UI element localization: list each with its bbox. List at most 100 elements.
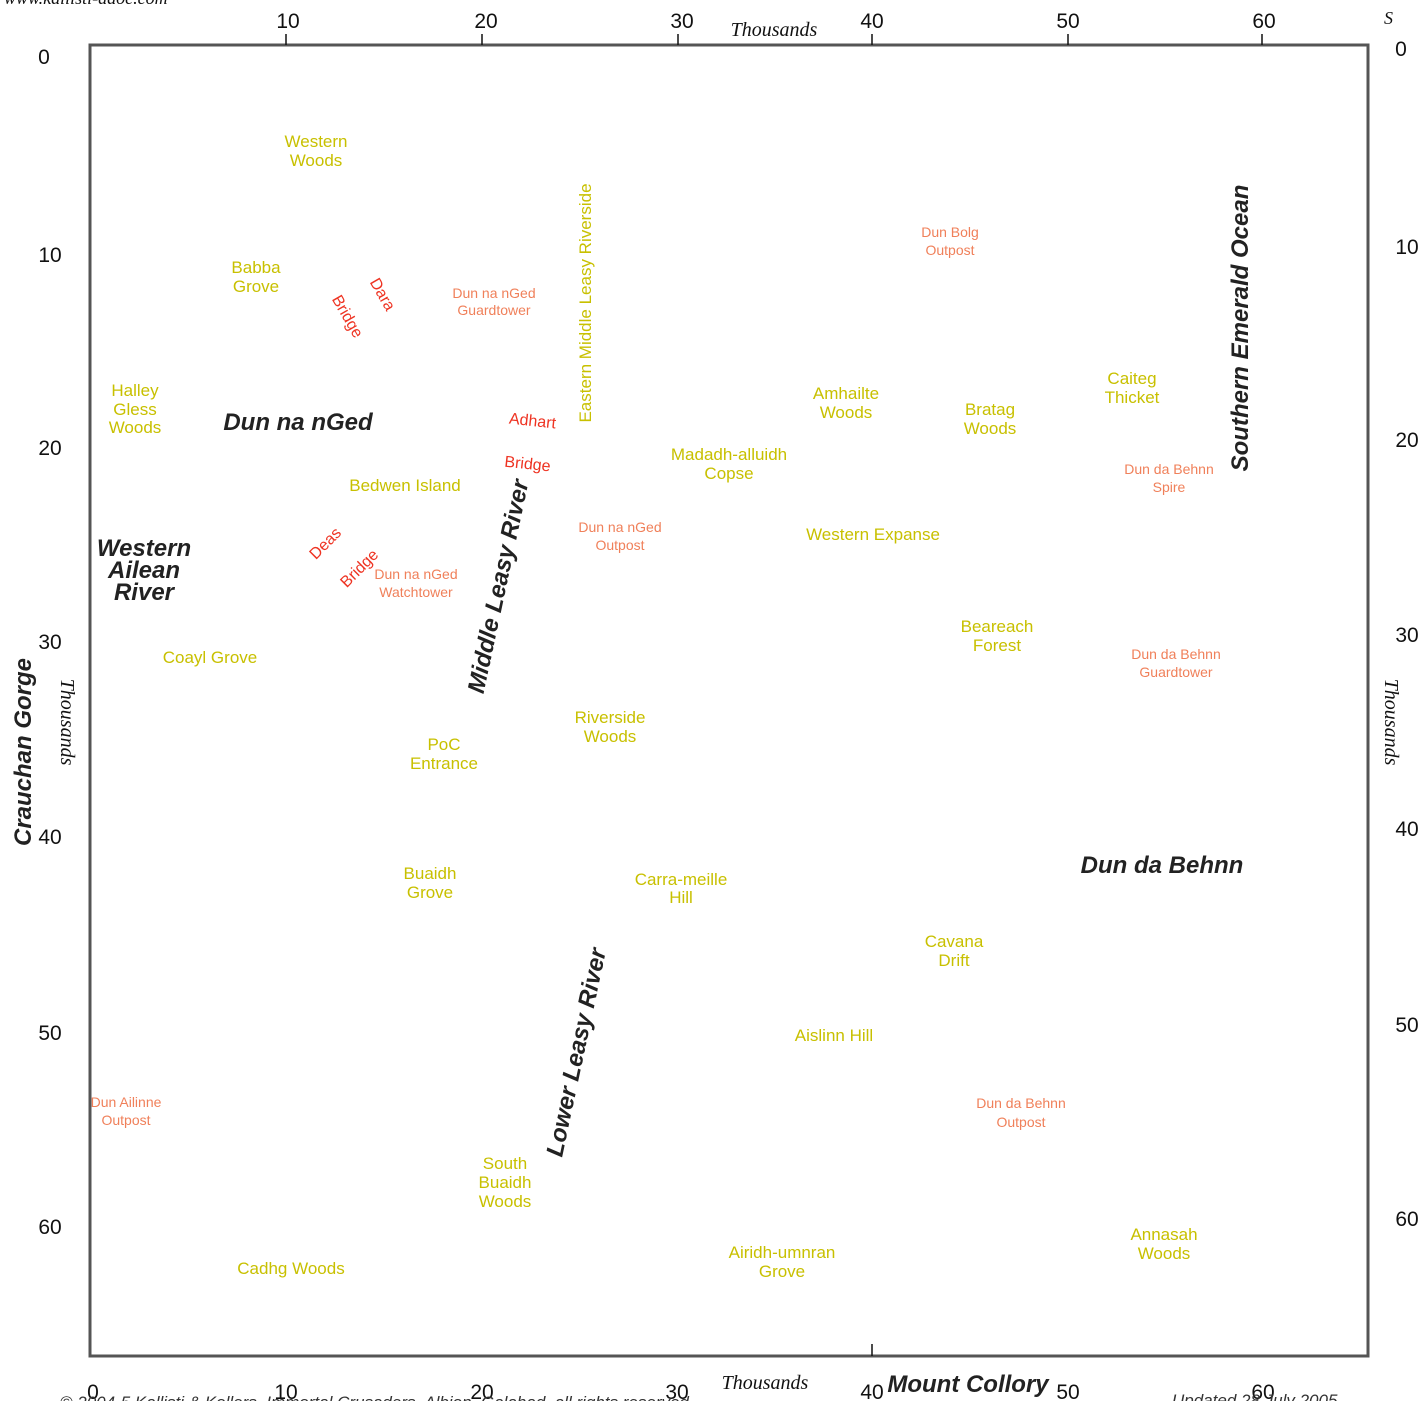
location-western-woods: Western Woods: [285, 132, 348, 170]
keep-label-line: Dun Bolg: [921, 224, 979, 240]
location-label-line: Buaidh: [479, 1173, 532, 1192]
right-axis-unit: Thousands: [1380, 679, 1402, 766]
keep-label-line: Watchtower: [379, 584, 453, 600]
keep-label-line: Outpost: [925, 242, 974, 258]
location-label-line: Carra-meille: [635, 870, 728, 889]
location-label-line: Woods: [820, 403, 873, 422]
location-halley-gless-woods: Halley Gless Woods: [109, 381, 162, 437]
bridge-dara-name: Dara: [366, 275, 398, 314]
river-western-ailean: Western Ailean River: [97, 535, 191, 606]
corner-mark: S: [1384, 8, 1393, 28]
location-label-line: Grove: [407, 883, 453, 902]
keep-dun-na-nged-outpost: Dun na nGed Outpost: [578, 519, 661, 553]
bottom-tick-label: 40: [860, 1381, 883, 1401]
location-carra-meille-hill: Carra-meille Hill: [635, 870, 728, 907]
location-label-line: Beareach: [961, 617, 1034, 636]
top-tick-label: 60: [1252, 10, 1275, 33]
copyright-notice: © 2004-5 Kallisti & Kollers, Immortal Cr…: [60, 1393, 689, 1401]
location-label-line: Cavana: [925, 932, 984, 951]
top-tick-label: 50: [1056, 10, 1079, 33]
keep-dun-bolg-outpost: Dun Bolg Outpost: [921, 224, 979, 258]
keep-dun-da-behnn-guardtower: Dun da Behnn Guardtower: [1131, 646, 1221, 680]
location-label-line: Woods: [109, 418, 162, 437]
location-babba-grove: Babba Grove: [231, 258, 281, 296]
region-dun-da-behnn: Dun da Behnn: [1081, 852, 1244, 879]
location-caiteg-thicket: Caiteg Thicket: [1105, 369, 1160, 407]
location-label-line: Halley: [111, 381, 159, 400]
location-label-line: Woods: [1138, 1244, 1191, 1263]
keep-label-line: Dun da Behnn: [976, 1095, 1066, 1111]
bridge-deas-name: Deas: [307, 525, 345, 563]
location-label-line: Drift: [938, 951, 969, 970]
keep-dun-da-behnn-outpost: Dun da Behnn Outpost: [976, 1095, 1066, 1130]
location-label-line: South: [483, 1154, 527, 1173]
location-buaidh-grove: Buaidh Grove: [404, 864, 457, 902]
keep-dun-na-nged-guardtower: Dun na nGed Guardtower: [452, 285, 535, 318]
location-poc-entrance: PoC Entrance: [410, 735, 478, 773]
location-cavana-drift: Cavana Drift: [925, 932, 984, 970]
location-annasah-woods: Annasah Woods: [1130, 1225, 1197, 1263]
location-label-line: Woods: [584, 727, 637, 746]
location-label-line: Amhailte: [813, 384, 879, 403]
location-label-line: Grove: [233, 277, 279, 296]
location-airidh-umnran-grove: Airidh-umnran Grove: [729, 1243, 836, 1281]
keep-label-line: Outpost: [996, 1114, 1045, 1130]
bottom-tick-label: 50: [1056, 1381, 1079, 1401]
location-label-line: Thicket: [1105, 388, 1160, 407]
top-tick-label: 30: [670, 10, 693, 33]
location-bedwen-island: Bedwen Island: [349, 476, 461, 495]
map-frame: [88, 43, 1370, 1358]
location-cadhg-woods: Cadhg Woods: [237, 1259, 344, 1278]
right-tick-label: 10: [1395, 236, 1418, 259]
location-label-line: Caiteg: [1107, 369, 1156, 388]
left-axis-unit: Thousands: [56, 679, 78, 766]
location-label-line: Airidh-umnran: [729, 1243, 836, 1262]
bottom-tick-label: 20: [470, 1381, 493, 1401]
keep-label-line: Outpost: [101, 1112, 150, 1128]
bottom-tick-label: 0: [87, 1381, 99, 1401]
location-south-buaidh-woods: South Buaidh Woods: [479, 1154, 532, 1211]
bottom-tick-label: 60: [1251, 1381, 1274, 1401]
location-amhailte-woods: Amhailte Woods: [813, 384, 879, 422]
keep-label-line: Outpost: [595, 537, 644, 553]
right-tick-label: 30: [1395, 624, 1418, 647]
keep-dun-na-nged-watchtower: Dun na nGed Watchtower: [374, 566, 457, 600]
region-eastern-middle-leasy-riverside: Eastern Middle Leasy Riverside: [576, 183, 595, 422]
river-label-line: Western: [97, 535, 191, 562]
keep-label-line: Dun da Behnn: [1131, 646, 1221, 662]
keep-label-line: Dun na nGed: [374, 566, 457, 582]
location-western-expanse: Western Expanse: [806, 525, 940, 544]
top-tick-label: 40: [860, 10, 883, 33]
top-axis: 10 20 30 40 50 60 Thousands: [276, 10, 1276, 45]
location-label-line: Hill: [669, 888, 693, 907]
keep-label-line: Dun na nGed: [452, 285, 535, 301]
location-riverside-woods: Riverside Woods: [575, 708, 646, 746]
bottom-axis-unit: Thousands: [722, 1372, 809, 1394]
bottom-tick-label: 30: [665, 1381, 688, 1401]
bottom-axis: 0 10 20 30 40 50 60 Thousands: [87, 1344, 1275, 1401]
left-tick-label: 50: [38, 1022, 61, 1045]
keep-label-line: Dun na nGed: [578, 519, 661, 535]
border-south-mount-collory: Mount Collory: [887, 1371, 1050, 1398]
right-tick-label: 50: [1395, 1014, 1418, 1037]
location-label-line: Woods: [479, 1192, 532, 1211]
location-label-line: Buaidh: [404, 864, 457, 883]
right-axis: 0 10 20 30 40 50 60 Thousands: [1380, 38, 1419, 1231]
location-label-line: Grove: [759, 1262, 805, 1281]
left-tick-label: 60: [38, 1216, 61, 1239]
left-tick-label: 20: [38, 437, 61, 460]
left-tick-label: 40: [38, 826, 61, 849]
location-label-line: Forest: [973, 636, 1021, 655]
right-tick-label: 0: [1395, 38, 1407, 61]
location-label-line: Bratag: [965, 400, 1015, 419]
keep-label-line: Dun Ailinne: [91, 1094, 162, 1110]
bridge-adhart-name: Adhart: [508, 411, 557, 433]
bridge-dara-label: Bridge: [328, 292, 366, 341]
updated-date: Updated 28 July 2005: [1172, 1391, 1338, 1401]
keep-label-line: Guardtower: [457, 302, 530, 318]
top-tick-label: 10: [276, 10, 299, 33]
right-tick-label: 60: [1395, 1208, 1418, 1231]
location-beareach-forest: Beareach Forest: [961, 617, 1034, 655]
right-tick-label: 40: [1395, 818, 1418, 841]
